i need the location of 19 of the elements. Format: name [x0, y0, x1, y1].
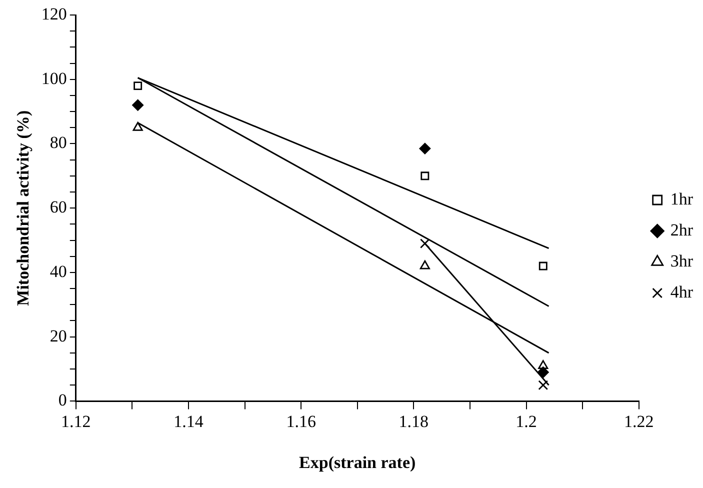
y-axis-title: Mitochondrial activity (%): [14, 110, 33, 306]
y-tick-label: 0: [58, 390, 67, 410]
legend-label: 4hr: [670, 282, 694, 302]
y-tick-label: 80: [50, 133, 67, 152]
x-tick-label: 1.22: [624, 412, 654, 431]
legend-label: 3hr: [670, 251, 694, 270]
y-tick-label: 40: [50, 262, 67, 281]
x-axis-title: Exp(strain rate): [299, 453, 416, 472]
x-tick-label: 1.2: [516, 412, 537, 431]
legend-label: 1hr: [670, 189, 694, 208]
x-tick-label: 1.18: [398, 412, 429, 431]
legend-label: 2hr: [670, 220, 694, 240]
y-tick-label: 100: [41, 68, 67, 88]
y-tick-label: 120: [41, 4, 67, 24]
y-tick-label: 60: [50, 198, 67, 217]
x-tick-label: 1.16: [286, 412, 316, 431]
x-tick-label: 1.12: [61, 412, 91, 431]
x-tick-label: 1.14: [174, 412, 204, 431]
y-tick-label: 20: [50, 326, 67, 346]
